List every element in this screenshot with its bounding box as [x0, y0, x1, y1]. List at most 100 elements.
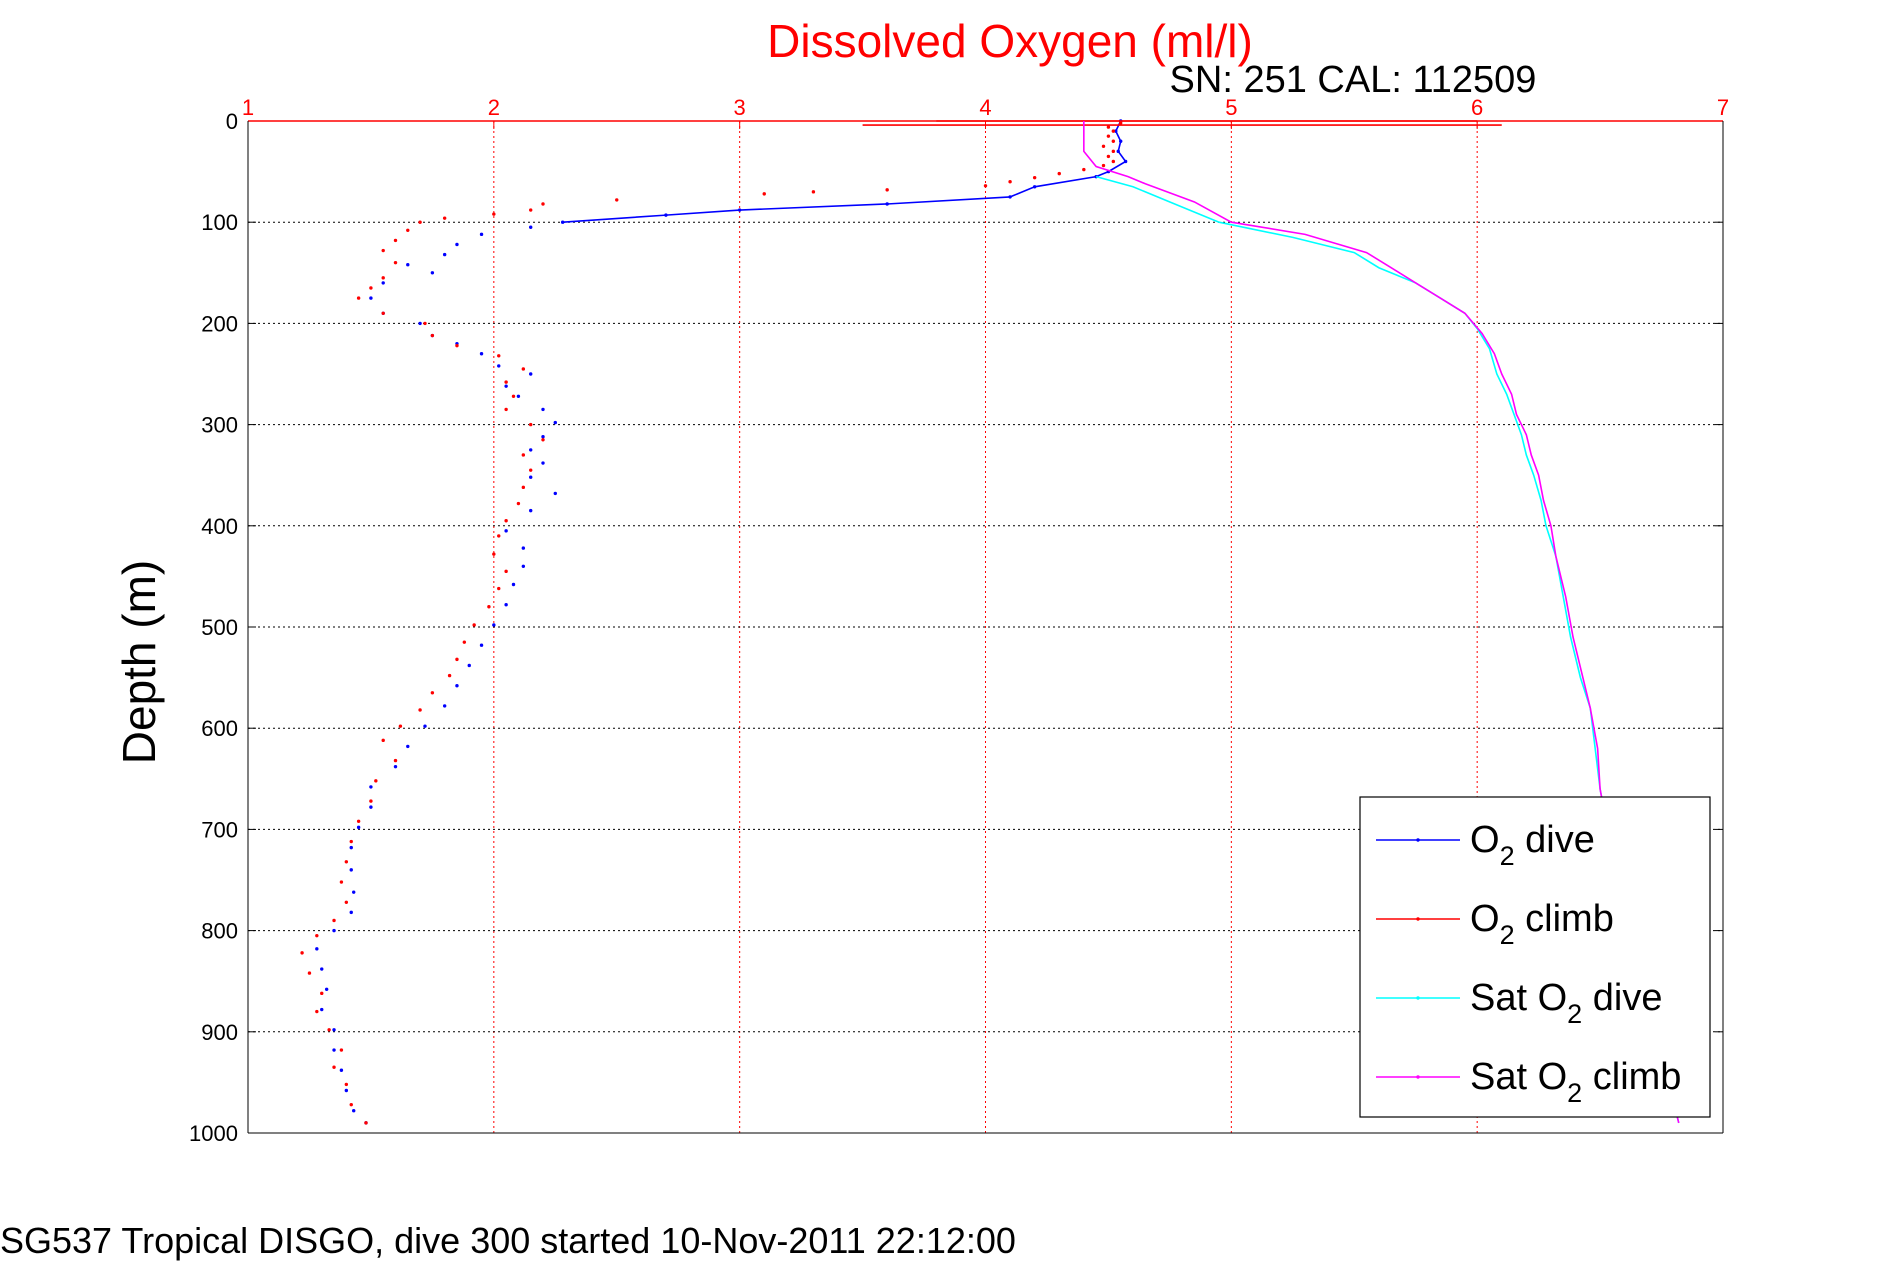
data-series: [560, 119, 1128, 224]
data-point: [516, 394, 521, 398]
data-point: [504, 529, 508, 533]
data-point: [762, 192, 766, 196]
legend-item-label: Sat O2 climb: [1470, 1056, 1681, 1108]
data-point: [504, 407, 508, 412]
data-point: [423, 321, 427, 326]
data-point: [398, 724, 403, 728]
data-point: [487, 605, 491, 609]
data-point: [885, 202, 889, 206]
data-point: [472, 623, 476, 627]
data-point: [529, 468, 533, 472]
data-point: [356, 819, 361, 824]
data-point: [553, 491, 557, 496]
data-point: [529, 475, 533, 479]
data-point: [504, 569, 508, 574]
data-point: [381, 311, 385, 315]
data-point: [511, 582, 516, 587]
data-point: [430, 271, 435, 275]
data-point: [406, 263, 410, 267]
data-point: [349, 910, 353, 915]
data-point: [1101, 144, 1106, 148]
data-point: [393, 260, 398, 265]
y-tick-label: 1000: [189, 1121, 238, 1146]
data-point: [327, 1028, 331, 1032]
data-point: [320, 991, 324, 996]
data-point: [393, 764, 398, 769]
data-point: [381, 248, 385, 253]
y-tick-label: 800: [201, 919, 238, 944]
data-point: [1111, 139, 1116, 143]
data-point: [504, 384, 508, 388]
data-point: [479, 352, 484, 356]
data-point: [521, 564, 526, 568]
data-point: [369, 296, 373, 300]
data-point: [406, 744, 410, 749]
data-point: [1119, 121, 1123, 125]
data-point: [307, 971, 312, 975]
y-tick-label: 500: [201, 615, 238, 640]
data-point: [1032, 185, 1037, 189]
data-point: [442, 252, 447, 257]
legend-box: [1359, 796, 1711, 1118]
plot-area: [300, 119, 1680, 1125]
data-point: [479, 232, 484, 237]
data-point: [418, 708, 422, 712]
data-point: [349, 868, 353, 872]
y-tick-label: 300: [201, 413, 238, 438]
data-point: [1057, 171, 1061, 176]
data-point: [541, 461, 545, 465]
data-point: [339, 1068, 344, 1072]
y-tick-label: 0: [226, 109, 238, 134]
data-point: [442, 216, 447, 220]
data-point: [885, 188, 889, 192]
data-point: [364, 1121, 368, 1125]
data-point: [1008, 195, 1012, 199]
data-point: [339, 880, 344, 884]
data-point: [418, 321, 422, 326]
y-axis-label: Depth (m): [113, 560, 165, 764]
data-point: [324, 987, 329, 991]
x-tick-label: 3: [734, 95, 746, 120]
data-point: [479, 643, 484, 647]
data-point: [504, 603, 508, 607]
data-point: [406, 228, 410, 232]
data-point: [1111, 159, 1116, 164]
legend-swatch-marker: [1416, 917, 1420, 921]
y-tick-label: 900: [201, 1020, 238, 1045]
data-point: [344, 1082, 349, 1087]
y-tick-label: 700: [201, 817, 238, 842]
data-point: [1101, 163, 1106, 168]
data-point: [374, 779, 378, 783]
data-point: [467, 663, 471, 668]
data-point: [492, 623, 496, 627]
data-point: [455, 657, 459, 662]
legend-item-label: O2 climb: [1470, 898, 1614, 950]
y-tick-label: 100: [201, 210, 238, 235]
data-point: [1032, 175, 1037, 180]
data-point: [529, 422, 533, 427]
data-point: [430, 333, 435, 338]
data-point: [664, 213, 668, 217]
data-point: [430, 691, 435, 695]
data-series: [300, 121, 1123, 1125]
data-point: [521, 367, 526, 371]
chart-subtitle: SN: 251 CAL: 112509: [1170, 59, 1537, 101]
data-point: [541, 438, 545, 442]
data-point: [504, 519, 508, 523]
legend-item-label: O2 dive: [1470, 819, 1595, 871]
data-point: [462, 640, 467, 644]
data-point: [418, 220, 422, 224]
data-point: [393, 238, 398, 243]
data-point: [983, 184, 988, 188]
data-point: [320, 967, 324, 971]
data-point: [541, 435, 545, 439]
data-point: [352, 890, 356, 894]
data-point: [529, 225, 533, 229]
data-point: [332, 1028, 336, 1032]
data-point: [1111, 129, 1116, 133]
data-point: [300, 951, 304, 955]
data-point: [381, 276, 385, 280]
data-point: [1082, 167, 1086, 172]
legend-item-label: Sat O2 dive: [1470, 977, 1662, 1029]
data-point: [497, 354, 501, 358]
